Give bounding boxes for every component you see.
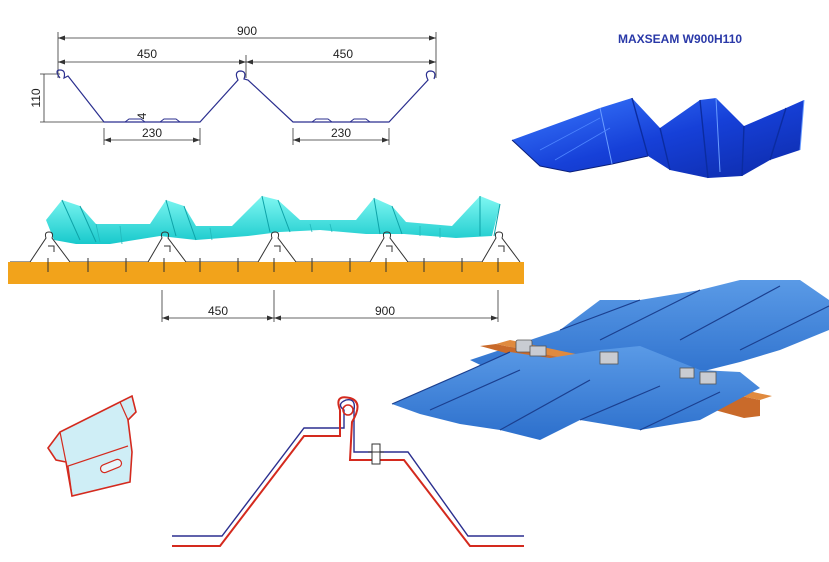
clip-isometric <box>47 394 137 497</box>
blue-sheet-3d <box>511 97 805 179</box>
spacing-dimension-lines <box>161 290 499 322</box>
dim-pan-right: 230 <box>331 126 351 140</box>
dim-thickness: 4 <box>135 112 149 119</box>
seam-detail <box>172 396 524 547</box>
fastener-marks <box>47 258 499 272</box>
clip-marks <box>48 245 505 252</box>
product-title: MAXSEAM W900H110 <box>618 32 742 46</box>
dim-height: 110 <box>29 88 43 107</box>
cyan-sheets <box>46 195 501 245</box>
profile-outline <box>56 69 436 123</box>
dim-half-left: 450 <box>137 47 157 61</box>
dimension-lines <box>40 32 437 145</box>
dimension-arrows <box>58 35 436 143</box>
section-outline-on-purlin <box>10 231 521 263</box>
roof-assembly <box>391 280 829 440</box>
dim-sheet-width: 900 <box>375 304 395 318</box>
purlin <box>8 262 524 284</box>
spacing-arrows <box>162 315 498 321</box>
profile-section: 900 450 450 110 4 230 230 <box>29 24 437 145</box>
dim-pan-left: 230 <box>142 126 162 140</box>
dim-clip-spacing: 450 <box>208 304 228 318</box>
dim-total-width: 900 <box>237 24 257 38</box>
dim-half-right: 450 <box>333 47 353 61</box>
